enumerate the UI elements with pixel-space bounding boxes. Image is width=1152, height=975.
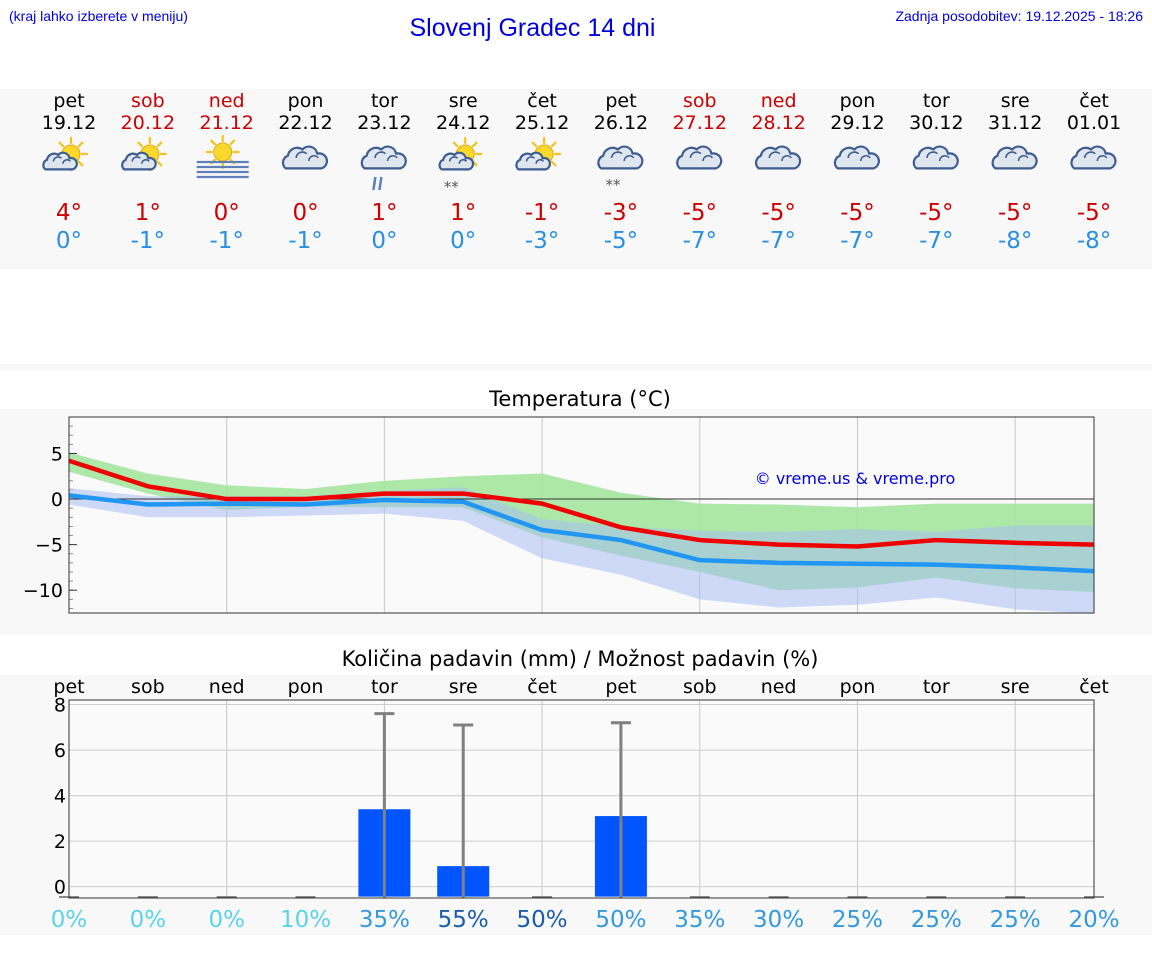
max-temp: 1° [450, 200, 476, 226]
svg-text:**: ** [605, 176, 621, 194]
cloudy-icon [833, 145, 880, 170]
max-temp: -5° [1077, 200, 1111, 226]
divider-strip [0, 364, 1152, 370]
last-updated: Zadnja posodobitev: 19.12.2025 - 18:26 [895, 8, 1143, 24]
min-temp: 0° [56, 228, 82, 254]
max-temp: -5° [840, 200, 874, 226]
page-title: Slovenj Gradec 14 dni [409, 14, 656, 42]
precipitation-chart-title: Količina padavin (mm) / Možnost padavin … [341, 647, 819, 671]
sun-cloud-icon [515, 136, 562, 172]
day-date: 23.12 [357, 112, 411, 134]
svg-text:**: ** [444, 178, 460, 196]
sun-cloud-snow-icon: ** [438, 136, 483, 196]
max-temp: -5° [761, 200, 795, 226]
day-name: pon [840, 90, 876, 112]
daily-forecast: pet19.124°0°sob20.121°-1°ned21.120°-1°po… [42, 90, 1121, 254]
day-name: sob [683, 90, 717, 112]
cloudy-icon [281, 145, 328, 170]
max-temp: 1° [135, 200, 161, 226]
day-name: tor [371, 90, 398, 112]
cloudy-icon [676, 145, 723, 170]
min-temp: -5° [604, 228, 638, 254]
day-date: 21.12 [199, 112, 253, 134]
max-temp: 0° [214, 200, 240, 226]
min-temp: -1° [131, 228, 165, 254]
day-date: 29.12 [830, 112, 884, 134]
temperature-chart-title: Temperatura (°C) [489, 387, 671, 411]
day-name: pet [53, 90, 84, 112]
day-date: 27.12 [673, 112, 727, 134]
cloudy-icon [991, 145, 1038, 170]
min-temp: -8° [1077, 228, 1111, 254]
day-name: ned [761, 90, 797, 112]
day-name: čet [527, 90, 557, 112]
cloudy-icon [1070, 145, 1117, 170]
day-date: 22.12 [278, 112, 332, 134]
day-date: 26.12 [594, 112, 648, 134]
sun-fog-icon [196, 134, 249, 179]
min-temp: -3° [525, 228, 559, 254]
day-date: 19.12 [42, 112, 96, 134]
day-date: 20.12 [121, 112, 175, 134]
day-date: 24.12 [436, 112, 490, 134]
forecast-panel [0, 89, 1152, 269]
max-temp: -5° [919, 200, 953, 226]
day-name: tor [923, 90, 950, 112]
cloudy-icon [754, 145, 802, 170]
min-temp: -7° [761, 228, 795, 254]
day-name: sob [131, 90, 165, 112]
day-name: sre [1001, 90, 1030, 112]
sun-cloud-icon [42, 136, 89, 172]
day-date: 31.12 [988, 112, 1042, 134]
min-temp: -8° [998, 228, 1032, 254]
cloud-snow-icon: ** [597, 145, 644, 194]
sun-cloud-icon [121, 136, 167, 172]
max-temp: -3° [604, 200, 638, 226]
max-temp: 4° [56, 200, 82, 226]
day-date: 25.12 [515, 112, 569, 134]
min-temp: 0° [371, 228, 397, 254]
cloudy-icon [912, 145, 959, 170]
day-name: pon [288, 90, 324, 112]
day-name: ned [209, 90, 245, 112]
max-temp: 0° [292, 200, 318, 226]
day-name: čet [1079, 90, 1109, 112]
max-temp: -5° [998, 200, 1032, 226]
location-hint: (kraj lahko izberete v meniju) [9, 8, 188, 24]
precipitation-panel [0, 675, 1152, 935]
min-temp: -7° [919, 228, 953, 254]
day-name: pet [605, 90, 636, 112]
max-temp: 1° [371, 200, 397, 226]
max-temp: -5° [683, 200, 717, 226]
cloud-rain-icon [360, 145, 407, 191]
day-name: sre [449, 90, 478, 112]
day-date: 28.12 [751, 112, 805, 134]
temperature-panel [0, 409, 1152, 635]
min-temp: -7° [840, 228, 874, 254]
day-date: 30.12 [909, 112, 963, 134]
min-temp: -1° [209, 228, 243, 254]
day-date: 01.01 [1067, 112, 1121, 134]
min-temp: -1° [288, 228, 322, 254]
min-temp: 0° [450, 228, 476, 254]
min-temp: -7° [683, 228, 717, 254]
max-temp: -1° [525, 200, 559, 226]
